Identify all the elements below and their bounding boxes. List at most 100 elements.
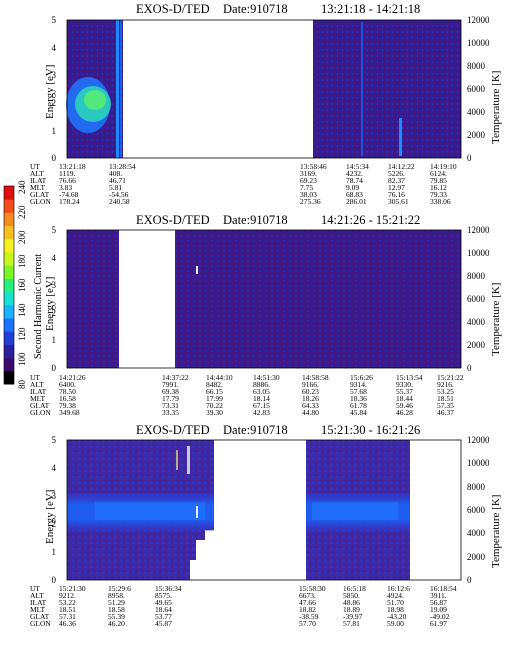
svg-text:14:21:26: 14:21:26	[59, 373, 86, 382]
data-segment	[175, 230, 461, 368]
svg-text:53.25: 53.25	[437, 387, 454, 396]
svg-text:16:12:6: 16:12:6	[387, 584, 410, 593]
svg-text:UT: UT	[30, 162, 40, 171]
svg-text:73.31: 73.31	[162, 401, 179, 410]
svg-text:76.66: 76.66	[59, 176, 76, 185]
panel-2: EXOS-D/TED Date:910718 14:21:26 - 15:21:…	[30, 213, 502, 417]
svg-text:GLON: GLON	[30, 619, 51, 628]
svg-text:1: 1	[52, 547, 57, 557]
svg-text:4000: 4000	[467, 528, 486, 538]
svg-text:7.75: 7.75	[300, 183, 313, 192]
svg-text:6000: 6000	[467, 294, 486, 304]
colorbar-swatch	[4, 344, 14, 359]
svg-text:14:37:22: 14:37:22	[162, 373, 189, 382]
gap-edge	[190, 560, 196, 580]
svg-text:4: 4	[52, 43, 57, 53]
gap-edge	[196, 540, 214, 580]
svg-text:10000: 10000	[467, 248, 490, 258]
colorbar-swatches	[4, 186, 14, 385]
svg-text:220: 220	[17, 205, 27, 219]
svg-text:3169.: 3169.	[300, 169, 317, 178]
svg-text:240: 240	[17, 180, 27, 194]
svg-text:64.33: 64.33	[302, 401, 319, 410]
svg-text:45.84: 45.84	[350, 408, 367, 417]
panel-title-date: Date:910718	[223, 2, 288, 16]
svg-text:5: 5	[52, 435, 57, 445]
svg-text:4: 4	[52, 463, 57, 473]
svg-text:3: 3	[52, 70, 57, 80]
info-column: 16:5:18 5850. 48.86 18.89 -39.97 57.81	[343, 584, 366, 628]
svg-text:0: 0	[467, 153, 472, 163]
svg-text:10000: 10000	[467, 458, 490, 468]
svg-text:15:58:30: 15:58:30	[299, 584, 326, 593]
info-column: 13:28:54 408. 46.71 5.81 -54.56 240.58	[109, 162, 136, 206]
svg-text:ALT: ALT	[30, 169, 44, 178]
svg-text:14:44:10: 14:44:10	[206, 373, 233, 382]
svg-text:8886.: 8886.	[253, 380, 270, 389]
svg-text:16.58: 16.58	[59, 394, 76, 403]
svg-text:17.99: 17.99	[206, 394, 223, 403]
svg-text:-43.20: -43.20	[387, 612, 407, 621]
svg-text:70.22: 70.22	[206, 401, 223, 410]
svg-text:UT: UT	[30, 373, 40, 382]
svg-text:60.23: 60.23	[302, 387, 319, 396]
svg-text:16:5:18: 16:5:18	[343, 584, 366, 593]
colorbar-swatch	[4, 318, 14, 332]
svg-text:2: 2	[52, 308, 57, 318]
svg-text:57.81: 57.81	[343, 619, 360, 628]
svg-text:15:13:54: 15:13:54	[396, 373, 423, 382]
svg-text:15:21:22: 15:21:22	[437, 373, 464, 382]
svg-text:2: 2	[52, 98, 57, 108]
info-column: 14:12:22 5226. 82.37 12.97 76.16 305.61	[388, 162, 415, 206]
svg-text:178.24: 178.24	[59, 197, 80, 206]
ylabel-left: Energy [eV]	[44, 490, 56, 544]
bright-stripe	[196, 506, 198, 518]
colorbar-ticks: 80 100 120 140 160 180 200 220 240	[17, 180, 27, 389]
svg-text:286.01: 286.01	[346, 197, 367, 206]
svg-text:69.23: 69.23	[300, 176, 317, 185]
svg-text:53.22: 53.22	[59, 598, 76, 607]
svg-text:19.09: 19.09	[430, 605, 447, 614]
svg-text:ILAT: ILAT	[30, 176, 47, 185]
svg-text:59.46: 59.46	[396, 401, 413, 410]
panel-1: EXOS-D/TED Date:910718 13:21:18 - 14:21:…	[30, 2, 502, 206]
svg-text:8000: 8000	[467, 482, 486, 492]
svg-text:12000: 12000	[467, 435, 490, 445]
svg-text:5850.: 5850.	[343, 591, 360, 600]
svg-text:5.81: 5.81	[109, 183, 122, 192]
svg-text:9212.: 9212.	[59, 591, 76, 600]
svg-text:9216.: 9216.	[437, 380, 454, 389]
svg-text:59.00: 59.00	[387, 619, 404, 628]
colorbar-swatch	[4, 252, 14, 266]
svg-text:100: 100	[17, 352, 27, 366]
svg-text:7991.: 7991.	[162, 380, 179, 389]
energy-band-core	[312, 502, 398, 520]
svg-text:ALT: ALT	[30, 380, 44, 389]
svg-text:55.39: 55.39	[108, 612, 125, 621]
svg-text:57.68: 57.68	[350, 387, 367, 396]
svg-text:5226.: 5226.	[388, 169, 405, 178]
svg-text:408.: 408.	[109, 169, 122, 178]
info-column: 15:13:54 9330. 55.37 18.44 59.46 46.28	[396, 373, 423, 417]
svg-text:79.38: 79.38	[59, 401, 76, 410]
yticks-left: 0 1 2 3 4 5	[52, 435, 57, 585]
colorbar-swatch	[4, 186, 14, 200]
svg-text:67.15: 67.15	[253, 401, 270, 410]
panel-title-mission: EXOS-D/TED	[136, 2, 210, 16]
svg-text:ALT: ALT	[30, 591, 44, 600]
info-column: 16:18:54 3911. 56.87 19.09 -49.02 61.97	[430, 584, 457, 628]
svg-text:ILAT: ILAT	[30, 598, 47, 607]
svg-text:0: 0	[467, 363, 472, 373]
info-column: 14:19:10 6124. 79.85 16.12 79.33 338.06	[430, 162, 457, 206]
svg-text:16.12: 16.12	[430, 183, 447, 192]
svg-text:4000: 4000	[467, 317, 486, 327]
svg-text:200: 200	[17, 230, 27, 244]
svg-text:39.30: 39.30	[206, 408, 223, 417]
svg-text:16:18:54: 16:18:54	[430, 584, 457, 593]
svg-text:55.37: 55.37	[396, 387, 413, 396]
svg-text:79.85: 79.85	[430, 176, 447, 185]
info-labels: UT ALT ILAT MLT GLAT GLON	[30, 584, 51, 628]
svg-text:48.86: 48.86	[343, 598, 360, 607]
info-column: 15:36:34 8575. 49.65 18.64 53.77 45.87	[155, 584, 182, 628]
svg-text:10000: 10000	[467, 38, 490, 48]
